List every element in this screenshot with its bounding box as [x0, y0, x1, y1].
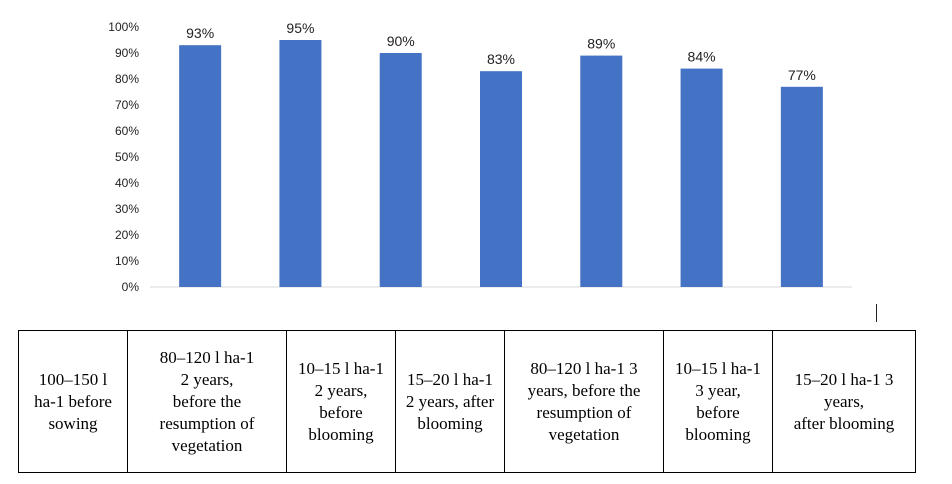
y-axis: 0% 10% 20% 30% 40% 50% 60% 70% 80% 90% 100%: [108, 20, 139, 294]
category-cell-5: 80–120 l ha-1 3 years, before the resump…: [504, 330, 664, 473]
category-cell-4: 15–20 l ha-1 2 years, after blooming: [395, 330, 505, 473]
y-tick-label: 60%: [115, 124, 139, 138]
bar: [279, 40, 322, 287]
category-label-2: 80–120 l ha-1 2 years, before the resump…: [159, 347, 255, 455]
bar-chart: 0% 10% 20% 30% 40% 50% 60% 70% 80% 90% 100% 93% 95%…: [108, 20, 852, 294]
bar: [580, 55, 623, 287]
data-label: 83%: [487, 51, 515, 67]
bar: [179, 45, 222, 288]
data-label: 89%: [587, 36, 615, 52]
bar: [379, 53, 422, 287]
data-label: 93%: [186, 25, 214, 41]
bar: [680, 68, 723, 287]
y-tick-label: 0%: [122, 280, 140, 294]
category-label-4: 15–20 l ha-1 2 years, after blooming: [405, 369, 495, 433]
category-row: 100–150 l ha-1 before sowing 80–120 l ha…: [18, 330, 916, 473]
category-cell-6: 10–15 l ha-1 3 year, before blooming: [663, 330, 773, 473]
category-label-6: 10–15 l ha-1 3 year, before blooming: [675, 358, 761, 444]
data-labels-group: 93% 95% 90% 83% 89% 84% 77%: [186, 20, 816, 83]
category-cell-3: 10–15 l ha-1 2 years, before blooming: [286, 330, 396, 473]
y-tick-label: 20%: [115, 228, 139, 242]
bars-group: [179, 40, 823, 288]
data-label: 77%: [788, 67, 816, 83]
y-tick-label: 30%: [115, 202, 139, 216]
data-label: 95%: [286, 20, 314, 36]
category-cell-1: 100–150 l ha-1 before sowing: [18, 330, 128, 473]
y-tick-label: 70%: [115, 98, 139, 112]
category-label-1: 100–150 l ha-1 before sowing: [34, 369, 112, 433]
category-table: 100–150 l ha-1 before sowing 80–120 l ha…: [18, 330, 916, 473]
y-tick-label: 50%: [115, 150, 139, 164]
y-tick-label: 100%: [108, 20, 139, 34]
category-cell-7: 15–20 l ha-1 3 years, after blooming: [772, 330, 916, 473]
y-tick-label: 80%: [115, 72, 139, 86]
bar: [780, 86, 823, 287]
y-tick-label: 40%: [115, 176, 139, 190]
bar: [480, 71, 522, 287]
category-label-5: 80–120 l ha-1 3 years, before the resump…: [527, 358, 641, 444]
category-label-3: 10–15 l ha-1 2 years, before blooming: [298, 358, 384, 444]
text-cursor-mark: [876, 304, 877, 322]
data-label: 90%: [387, 33, 415, 49]
category-cell-2: 80–120 l ha-1 2 years, before the resump…: [127, 330, 287, 473]
category-label-7: 15–20 l ha-1 3 years, after blooming: [793, 369, 895, 433]
data-label: 84%: [688, 49, 716, 65]
y-tick-label: 90%: [115, 46, 139, 60]
y-tick-label: 10%: [115, 254, 139, 268]
